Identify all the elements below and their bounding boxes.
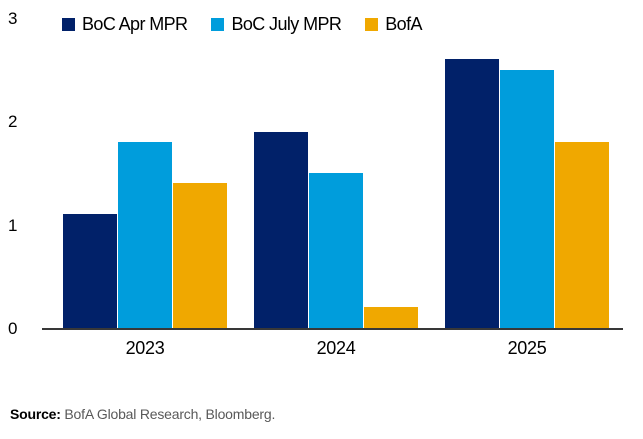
bar-2023-boc-july-mpr: [118, 142, 172, 328]
y-tick-label-0: 0: [8, 319, 18, 338]
legend-label: BoC July MPR: [231, 14, 342, 34]
x-axis-label-2025: 2025: [507, 338, 547, 358]
legend-label: BofA: [385, 14, 422, 34]
bar-2024-bofa: [364, 307, 418, 328]
bar-2025-bofa: [555, 142, 609, 328]
legend-label: BoC Apr MPR: [82, 14, 188, 34]
legend-item-boc-apr-mpr: BoC Apr MPR: [62, 14, 188, 35]
x-axis-line: [42, 328, 623, 330]
bar-2025-boc-july-mpr: [500, 70, 554, 328]
source-label: Source:: [10, 406, 61, 422]
y-tick-label-2: 2: [8, 112, 18, 132]
x-axis-label-2024: 2024: [316, 338, 356, 358]
bar-2024-boc-july-mpr: [309, 173, 363, 328]
bar-2023-bofa: [173, 183, 227, 328]
y-tick-label-3: 3: [8, 9, 18, 28]
legend-swatch-icon: [211, 18, 225, 31]
bar-2023-boc-apr-mpr: [63, 214, 117, 328]
legend-item-bofa: BofA: [365, 14, 422, 35]
legend-swatch-icon: [365, 18, 379, 31]
bar-2024-boc-apr-mpr: [254, 132, 308, 328]
source-note: Source: BofA Global Research, Bloomberg.: [10, 406, 275, 422]
legend-item-boc-july-mpr: BoC July MPR: [211, 14, 342, 35]
y-tick-label-1: 1: [8, 215, 18, 235]
x-axis-label-2023: 2023: [125, 338, 165, 358]
legend-swatch-icon: [62, 18, 75, 31]
chart-legend: BoC Apr MPR BoC July MPR BofA: [62, 14, 422, 35]
source-text: BofA Global Research, Bloomberg.: [60, 406, 276, 422]
bar-2025-boc-apr-mpr: [445, 59, 499, 328]
